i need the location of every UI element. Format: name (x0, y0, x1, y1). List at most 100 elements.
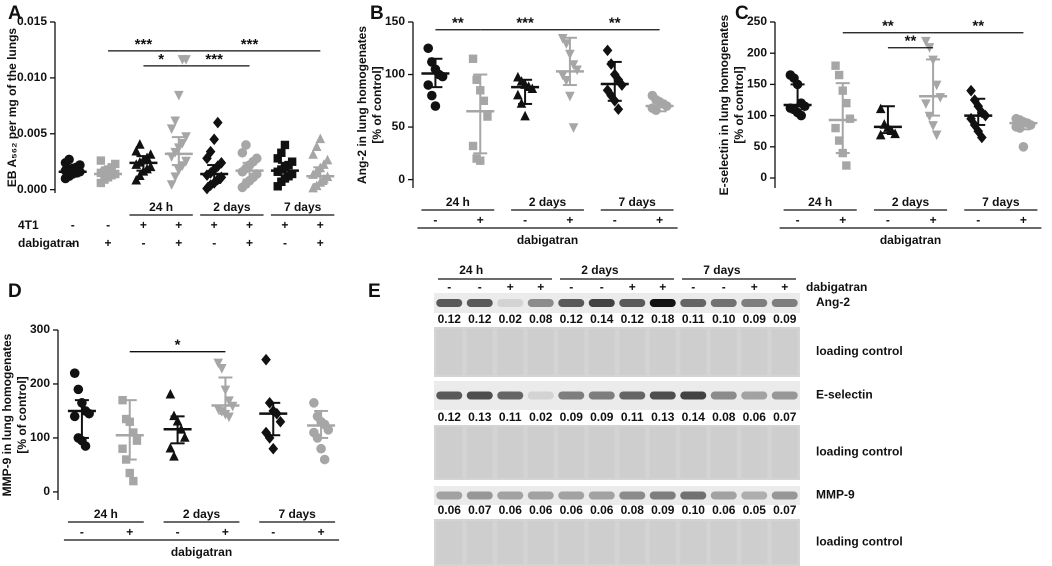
panel-label: B (370, 3, 384, 24)
data-point (224, 412, 234, 423)
x-tick-label: - (212, 236, 216, 250)
data-point (311, 141, 322, 151)
band-value: 0.11 (621, 410, 644, 424)
band (710, 299, 737, 307)
y-tick-label: 100 (747, 108, 767, 122)
y-tick-label: 100 (385, 67, 405, 81)
time-label: 7 days (982, 195, 1020, 209)
data-point (202, 182, 212, 195)
row-label: MMP-9 (816, 488, 855, 502)
x-tick-label: - (71, 218, 75, 232)
blot-strip (434, 293, 800, 313)
data-point (280, 140, 290, 150)
data-point (831, 123, 840, 133)
data-point (261, 353, 271, 366)
lane-sign: - (722, 280, 726, 294)
x-tick-label: - (141, 236, 145, 250)
data-point (568, 60, 579, 70)
lane-shade (649, 521, 676, 564)
band-value: 0.12 (438, 312, 462, 326)
data-point (251, 153, 262, 164)
data-point (169, 410, 179, 421)
band-value: 0.06 (529, 503, 553, 517)
lane-shade (558, 521, 585, 564)
lane-shade (741, 521, 768, 564)
lane-shade (710, 521, 737, 564)
data-point (287, 157, 297, 166)
band-value: 0.09 (560, 410, 584, 424)
data-point (322, 154, 333, 165)
y-tick-label: 0 (398, 172, 405, 186)
band-value: 0.12 (560, 312, 584, 326)
band (436, 299, 463, 307)
lane-shade (649, 329, 676, 375)
y-tick-label: 100 (30, 430, 50, 444)
data-point (224, 396, 234, 406)
band-value: 0.06 (438, 503, 462, 517)
data-point (181, 132, 191, 142)
y-tick-label: 150 (385, 14, 405, 28)
data-point (568, 123, 579, 133)
significance-label: *** (135, 36, 153, 53)
data-point (834, 70, 844, 80)
lane-shade (741, 427, 768, 478)
signs-label: dabigatran (806, 280, 867, 294)
band (436, 491, 463, 500)
band-value: 0.06 (743, 410, 767, 424)
time-label: 2 days (892, 195, 930, 209)
time-label: 24 h (808, 195, 832, 209)
data-point (181, 156, 191, 167)
band (741, 491, 768, 500)
data-point (468, 141, 478, 151)
band-value: 0.06 (590, 503, 614, 517)
band-value: 0.12 (468, 312, 492, 326)
x-tick-label: - (613, 213, 617, 227)
lane-shade (497, 427, 524, 478)
x-tick-label: - (976, 213, 980, 227)
lane-shade (588, 427, 615, 478)
lane-shade (710, 329, 737, 375)
lane-sign: + (659, 280, 666, 294)
row-label: 4T1 (18, 218, 39, 232)
time-label: 24 h (459, 263, 483, 277)
data-point (309, 398, 319, 408)
row-label: Ang-2 (816, 295, 850, 309)
lane-shade (588, 329, 615, 375)
group-label: dabigatran (880, 233, 941, 247)
data-point (1025, 120, 1036, 130)
lane-shade (466, 329, 493, 375)
y-tick-label: 250 (747, 14, 767, 28)
data-point (561, 75, 572, 86)
x-tick-label: - (523, 213, 527, 227)
data-point (209, 133, 219, 146)
x-tick-label: - (71, 236, 75, 250)
time-label: 2 days (529, 195, 567, 209)
data-point (170, 172, 181, 183)
data-point (875, 129, 886, 140)
band (497, 491, 524, 500)
band (680, 299, 707, 307)
band (649, 491, 676, 500)
x-tick-label: + (140, 218, 147, 232)
y-axis-label: [% of control] (15, 376, 29, 453)
data-point (273, 154, 282, 163)
time-label: 7 days (618, 195, 656, 209)
x-tick-label: + (211, 218, 218, 232)
time-label: 2 days (581, 263, 619, 277)
band (619, 391, 646, 400)
data-point (834, 136, 844, 145)
lane-sign: + (629, 280, 636, 294)
band-value: 0.10 (712, 312, 736, 326)
band-value: 0.08 (712, 410, 736, 424)
significance-label: *** (516, 15, 534, 32)
band-value: 0.09 (743, 312, 767, 326)
lane-shade (649, 427, 676, 478)
data-point (166, 124, 177, 134)
time-label: 24 h (149, 200, 173, 214)
band-value: 0.05 (743, 503, 767, 517)
data-point (931, 130, 942, 141)
data-point (80, 441, 91, 451)
lane-shade (527, 427, 554, 478)
data-point (476, 156, 485, 165)
